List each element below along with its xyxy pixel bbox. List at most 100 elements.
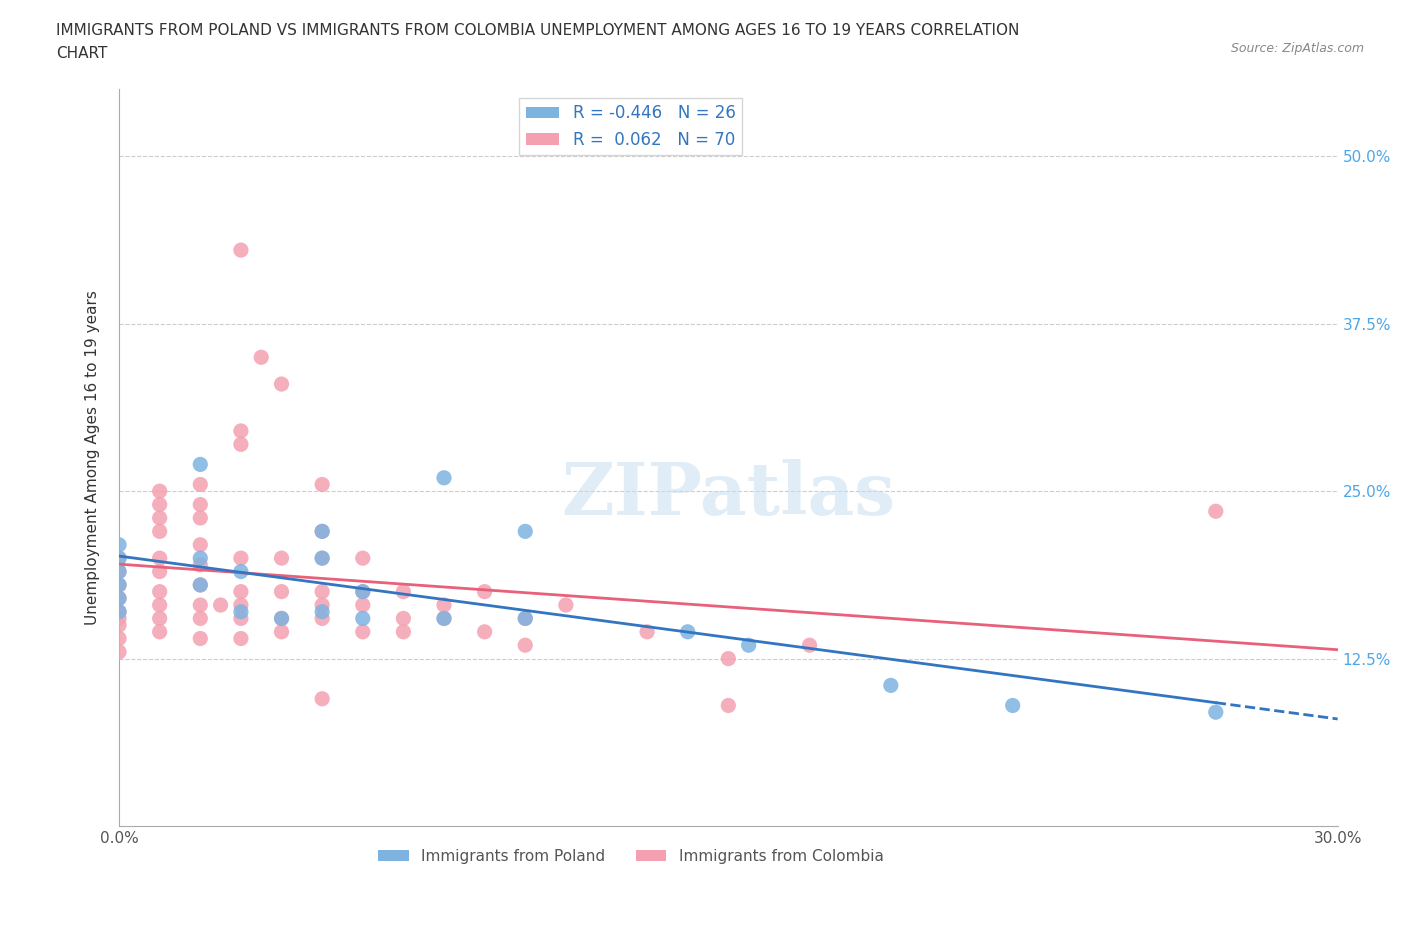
Point: [188, 477, 211, 492]
Point: [149, 511, 172, 525]
Point: [676, 624, 699, 639]
Point: [880, 678, 903, 693]
Point: [209, 598, 232, 613]
Point: [1205, 705, 1227, 720]
Point: [799, 638, 821, 653]
Point: [270, 611, 292, 626]
Point: [636, 624, 658, 639]
Point: [108, 631, 131, 646]
Point: [229, 551, 252, 565]
Point: [149, 484, 172, 498]
Point: [515, 638, 537, 653]
Point: [270, 551, 292, 565]
Point: [311, 604, 333, 619]
Point: [554, 598, 576, 613]
Point: [108, 578, 131, 592]
Point: [229, 423, 252, 438]
Point: [108, 591, 131, 605]
Point: [108, 604, 131, 619]
Point: [737, 638, 759, 653]
Point: [311, 584, 333, 599]
Point: [108, 565, 131, 579]
Point: [188, 578, 211, 592]
Point: [1205, 504, 1227, 519]
Point: [433, 611, 456, 626]
Point: [311, 524, 333, 538]
Point: [108, 611, 131, 626]
Point: [515, 611, 537, 626]
Point: [392, 624, 415, 639]
Point: [474, 584, 496, 599]
Point: [108, 578, 131, 592]
Legend: Immigrants from Poland, Immigrants from Colombia: Immigrants from Poland, Immigrants from …: [373, 843, 890, 870]
Point: [270, 377, 292, 392]
Point: [352, 598, 374, 613]
Point: [149, 551, 172, 565]
Point: [270, 584, 292, 599]
Point: [352, 584, 374, 599]
Point: [149, 584, 172, 599]
Point: [188, 498, 211, 512]
Point: [188, 611, 211, 626]
Point: [149, 565, 172, 579]
Point: [188, 598, 211, 613]
Point: [229, 437, 252, 452]
Point: [270, 624, 292, 639]
Point: [229, 631, 252, 646]
Point: [188, 631, 211, 646]
Point: [311, 611, 333, 626]
Point: [229, 243, 252, 258]
Point: [515, 611, 537, 626]
Point: [229, 611, 252, 626]
Point: [474, 624, 496, 639]
Point: [108, 644, 131, 659]
Point: [188, 457, 211, 472]
Text: IMMIGRANTS FROM POLAND VS IMMIGRANTS FROM COLOMBIA UNEMPLOYMENT AMONG AGES 16 TO: IMMIGRANTS FROM POLAND VS IMMIGRANTS FRO…: [56, 23, 1019, 38]
Point: [311, 524, 333, 538]
Point: [188, 511, 211, 525]
Point: [108, 551, 131, 565]
Point: [352, 624, 374, 639]
Point: [311, 691, 333, 706]
Point: [433, 611, 456, 626]
Point: [188, 557, 211, 572]
Point: [229, 565, 252, 579]
Point: [108, 591, 131, 605]
Point: [229, 584, 252, 599]
Point: [188, 578, 211, 592]
Point: [352, 611, 374, 626]
Point: [108, 618, 131, 632]
Point: [717, 651, 740, 666]
Point: [392, 611, 415, 626]
Point: [311, 551, 333, 565]
Point: [108, 538, 131, 552]
Point: [270, 611, 292, 626]
Point: [515, 524, 537, 538]
Point: [311, 598, 333, 613]
Point: [352, 584, 374, 599]
Point: [433, 471, 456, 485]
Text: Source: ZipAtlas.com: Source: ZipAtlas.com: [1230, 42, 1364, 55]
Point: [392, 584, 415, 599]
Point: [188, 551, 211, 565]
Point: [149, 624, 172, 639]
Point: [250, 350, 273, 365]
Y-axis label: Unemployment Among Ages 16 to 19 years: Unemployment Among Ages 16 to 19 years: [86, 290, 100, 625]
Point: [108, 565, 131, 579]
Point: [229, 598, 252, 613]
Point: [717, 698, 740, 713]
Point: [149, 498, 172, 512]
Point: [433, 598, 456, 613]
Point: [149, 598, 172, 613]
Text: CHART: CHART: [56, 46, 108, 61]
Point: [352, 551, 374, 565]
Point: [149, 611, 172, 626]
Point: [108, 551, 131, 565]
Point: [188, 538, 211, 552]
Point: [311, 477, 333, 492]
Point: [149, 524, 172, 538]
Point: [311, 551, 333, 565]
Text: ZIPatlas: ZIPatlas: [561, 459, 896, 530]
Point: [229, 604, 252, 619]
Point: [108, 604, 131, 619]
